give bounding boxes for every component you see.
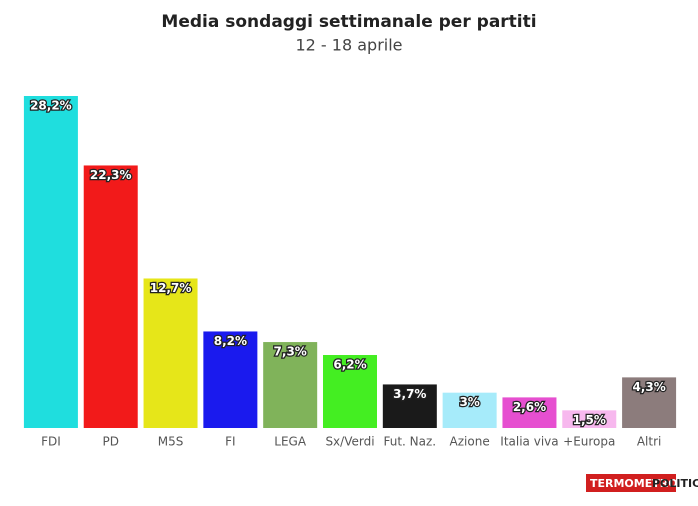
bar (323, 355, 377, 428)
x-tick-label: Italia viva (500, 435, 558, 449)
value-label: 12,7% (150, 281, 192, 295)
x-tick-label: Azione (450, 435, 490, 449)
value-label: 3% (459, 395, 479, 409)
x-tick-label: LEGA (274, 435, 307, 449)
logo-text: POLITICO (652, 477, 698, 490)
logo-text: TERMOMETRO (590, 477, 678, 490)
value-label: 1,5% (573, 413, 606, 427)
bar (562, 410, 617, 428)
x-tick-label: Fut. Naz. (383, 435, 436, 449)
value-label: 2,6% (513, 400, 546, 414)
x-tick-label: Altri (637, 435, 662, 449)
x-tick-label: Sx/Verdi (325, 435, 374, 449)
bar (83, 165, 138, 428)
x-tick-label: FI (225, 435, 235, 449)
x-tick-label: M5S (158, 435, 184, 449)
value-label: 22,3% (90, 168, 132, 182)
bar (263, 342, 318, 428)
bar (502, 397, 557, 428)
value-label: 8,2% (214, 334, 247, 348)
bar (382, 384, 437, 428)
bar (143, 278, 198, 428)
value-label: 6,2% (333, 358, 366, 372)
logo: TERMOMETRO POLITICO (586, 474, 698, 492)
chart-subtitle: 12 - 18 aprile (295, 36, 402, 55)
value-label: 3,7% (393, 387, 426, 401)
x-tick-label: +Europa (563, 435, 615, 449)
bar (622, 377, 677, 428)
bar (203, 331, 258, 428)
x-tick-label: PD (102, 435, 118, 449)
value-label: 28,2% (30, 99, 72, 113)
value-label: 4,3% (632, 380, 665, 394)
logo-bg (586, 474, 676, 492)
bar (23, 96, 78, 428)
chart-title: Media sondaggi settimanale per partiti (161, 12, 536, 32)
value-label: 7,3% (274, 345, 307, 359)
bar (442, 392, 497, 428)
x-tick-label: FDI (41, 435, 61, 449)
